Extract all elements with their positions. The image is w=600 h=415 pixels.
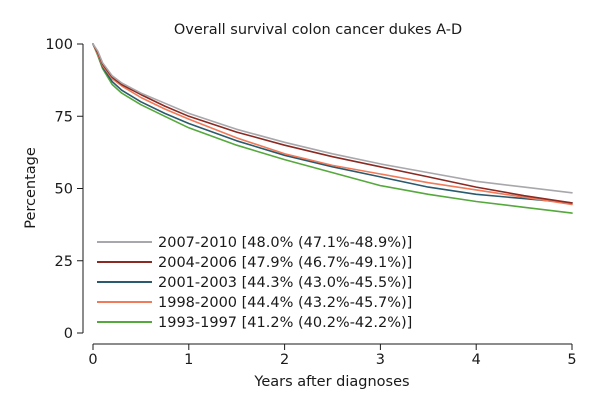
- y-axis-ticks: 0 25 50 75 100: [45, 37, 83, 342]
- x-axis-title: Years after diagnoses: [253, 374, 409, 390]
- series-line-5: [92, 43, 573, 214]
- x-tick-label: 5: [567, 352, 576, 368]
- chart-title: Overall survival colon cancer dukes A-D: [174, 22, 462, 38]
- y-tick-label: 50: [55, 182, 73, 198]
- series-line-2: [92, 43, 573, 204]
- legend-label: 2004-2006 [47.9% (46.7%-49.1%)]: [158, 255, 412, 271]
- y-tick-label: 0: [64, 326, 73, 342]
- legend-label: 1993-1997 [41.2% (40.2%-42.2%)]: [158, 315, 412, 331]
- x-tick-label: 3: [376, 352, 385, 368]
- legend-label: 2007-2010 [48.0% (47.1%-48.9%)]: [158, 235, 412, 251]
- x-tick-label: 1: [184, 352, 193, 368]
- x-tick-label: 0: [88, 352, 97, 368]
- series-lines: [92, 43, 573, 214]
- y-tick-label: 25: [55, 254, 73, 270]
- series-line-1: [92, 43, 573, 194]
- y-axis-title: Percentage: [23, 147, 39, 229]
- legend-label: 1998-2000 [44.4% (43.2%-45.7%)]: [158, 295, 412, 311]
- x-tick-label: 2: [280, 352, 289, 368]
- legend: 2007-2010 [48.0% (47.1%-48.9%)] 2004-2006…: [97, 235, 412, 331]
- x-axis-ticks: 0 1 2 3 4 5: [88, 344, 577, 368]
- y-tick-label: 100: [45, 37, 73, 53]
- legend-label: 2001-2003 [44.3% (43.0%-45.5%)]: [158, 275, 412, 291]
- series-line-3: [92, 43, 573, 204]
- x-tick-label: 4: [472, 352, 481, 368]
- series-line-4: [92, 43, 573, 206]
- y-tick-label: 75: [55, 109, 73, 125]
